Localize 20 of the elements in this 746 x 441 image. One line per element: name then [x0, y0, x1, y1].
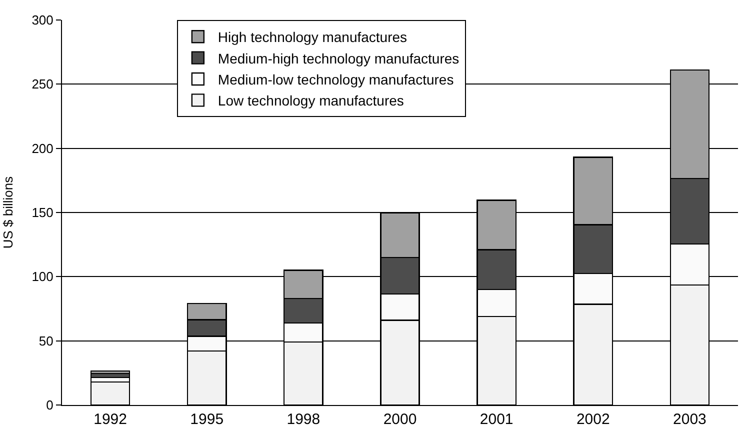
- y-tick-label: 100: [32, 269, 54, 284]
- legend-label: High technology manufactures: [218, 29, 408, 46]
- y-tick-label: 300: [32, 12, 54, 28]
- legend-label: Medium-high technology manufactures: [218, 50, 460, 66]
- y-axis-title: US $ billions: [0, 176, 16, 249]
- y-tick-label: 200: [32, 140, 54, 156]
- legend-label: Medium-low technology manufactures: [218, 71, 454, 88]
- y-tick-label: 0: [46, 398, 54, 413]
- x-tick-label: 2001: [480, 411, 514, 428]
- x-tick-label: 2003: [673, 411, 706, 428]
- x-tick-label: 1992: [94, 411, 127, 428]
- x-tick-label: 2000: [383, 411, 417, 428]
- y-tick-label: 150: [32, 205, 54, 220]
- legend-label: Low technology manufactures: [218, 92, 404, 109]
- x-tick-label: 2002: [576, 411, 610, 428]
- x-tick-label: 1998: [286, 411, 320, 428]
- x-tick-label: 1995: [190, 411, 224, 428]
- y-tick-label: 250: [32, 76, 54, 92]
- bar: [90, 370, 130, 374]
- y-tick-label: 50: [38, 333, 54, 348]
